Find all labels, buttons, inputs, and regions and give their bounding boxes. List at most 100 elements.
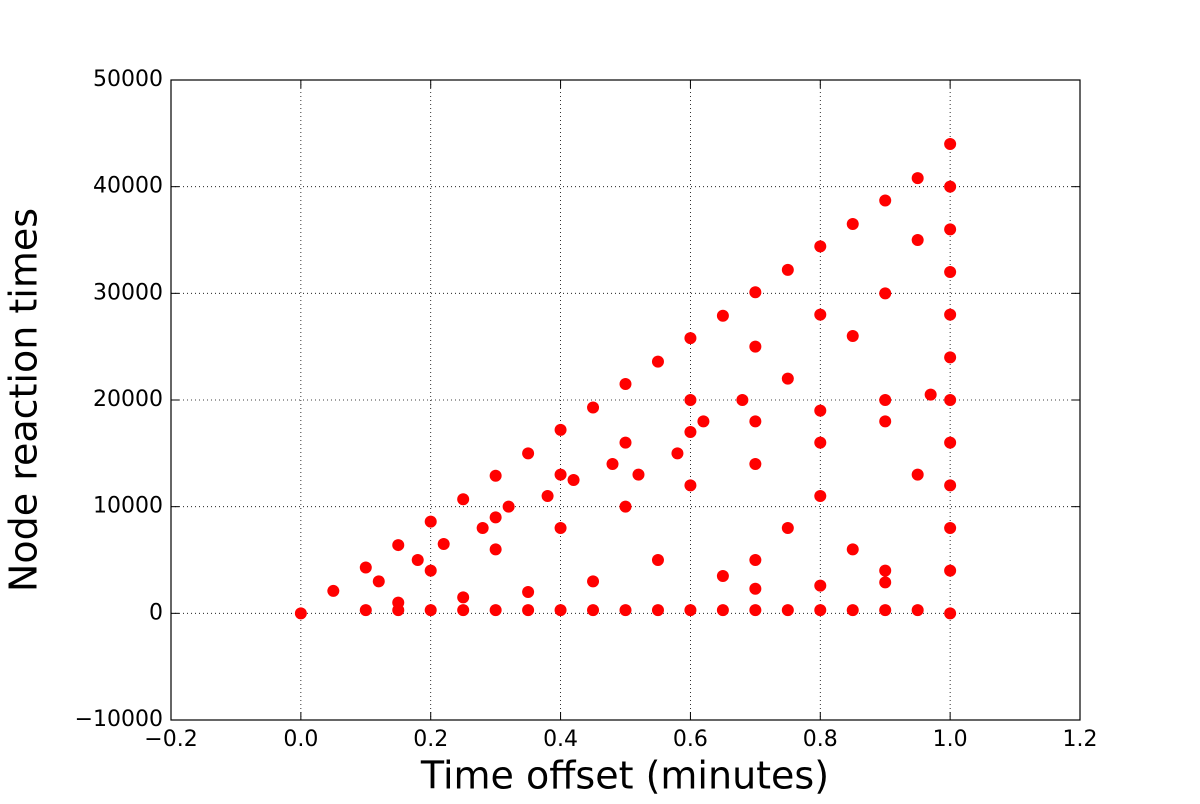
point <box>457 493 470 506</box>
point <box>697 415 710 428</box>
point <box>879 287 892 300</box>
point <box>554 522 567 534</box>
point <box>651 355 664 368</box>
point <box>846 604 859 617</box>
point <box>814 404 827 417</box>
point <box>879 576 892 589</box>
point <box>457 591 470 604</box>
point <box>619 436 632 449</box>
plot-frame <box>170 79 1081 721</box>
point <box>879 564 892 577</box>
point <box>749 554 762 566</box>
point <box>651 604 664 617</box>
point <box>814 308 827 321</box>
point <box>619 378 632 390</box>
y-tick-label: 20000 <box>93 387 163 412</box>
point <box>619 604 632 617</box>
point <box>749 286 762 299</box>
point <box>879 194 892 207</box>
x-tick-label: 1.2 <box>1063 727 1098 752</box>
point <box>716 309 729 322</box>
x-tick-label: 1.0 <box>933 727 968 752</box>
point <box>437 538 450 550</box>
y-tick-label: 10000 <box>93 494 163 519</box>
point <box>684 604 697 617</box>
point <box>671 447 684 460</box>
point <box>846 218 859 230</box>
point <box>392 596 405 609</box>
point <box>606 458 619 470</box>
point <box>814 579 827 592</box>
point <box>924 388 937 401</box>
point <box>814 436 827 449</box>
point <box>489 511 502 524</box>
point <box>944 436 957 449</box>
x-axis-label: Time offset (minutes) <box>420 754 829 798</box>
point <box>619 500 632 513</box>
point <box>392 539 405 552</box>
point <box>522 586 535 598</box>
point <box>749 458 762 470</box>
point <box>781 263 794 276</box>
point <box>846 330 859 342</box>
point <box>554 423 567 436</box>
point <box>489 604 502 617</box>
x-tick-label: 0.8 <box>803 727 838 752</box>
point <box>749 604 762 617</box>
point <box>489 543 502 556</box>
y-tick-label: 30000 <box>93 280 163 305</box>
point <box>944 479 957 492</box>
point <box>944 351 957 364</box>
point <box>944 138 957 150</box>
point <box>522 604 535 617</box>
x-tick-label: 0.0 <box>283 727 318 752</box>
point <box>476 522 489 534</box>
point <box>294 607 307 620</box>
y-tick-label: 40000 <box>93 174 163 199</box>
point <box>684 479 697 492</box>
point <box>814 604 827 617</box>
point <box>749 340 762 353</box>
point <box>587 401 600 414</box>
y-tick-label: −10000 <box>75 707 163 732</box>
point <box>749 415 762 428</box>
point <box>716 604 729 617</box>
point <box>502 500 515 513</box>
point <box>879 604 892 617</box>
point <box>911 234 924 246</box>
point <box>424 515 437 528</box>
point <box>879 394 892 406</box>
point <box>587 575 600 588</box>
point <box>632 468 645 481</box>
point <box>944 308 957 321</box>
point <box>554 604 567 617</box>
point <box>359 604 372 617</box>
point <box>736 394 749 406</box>
point <box>814 240 827 253</box>
point <box>944 564 957 577</box>
point <box>944 607 957 620</box>
y-tick-label: 0 <box>149 600 163 625</box>
point <box>359 561 372 574</box>
point <box>327 584 340 597</box>
point <box>457 604 470 617</box>
point <box>424 604 437 617</box>
point <box>944 266 957 278</box>
point <box>879 415 892 428</box>
point <box>781 522 794 534</box>
x-tick-label: 0.6 <box>673 727 708 752</box>
point <box>587 604 600 617</box>
point <box>522 447 535 460</box>
x-tick-label: −0.2 <box>144 727 197 752</box>
point <box>814 490 827 502</box>
point <box>911 172 924 185</box>
x-tick-label: 0.2 <box>413 727 448 752</box>
point <box>489 469 502 482</box>
point <box>651 554 664 566</box>
point <box>541 490 554 502</box>
point <box>684 394 697 406</box>
point <box>567 474 580 486</box>
point <box>372 575 385 588</box>
y-tick-label: 50000 <box>93 67 163 92</box>
